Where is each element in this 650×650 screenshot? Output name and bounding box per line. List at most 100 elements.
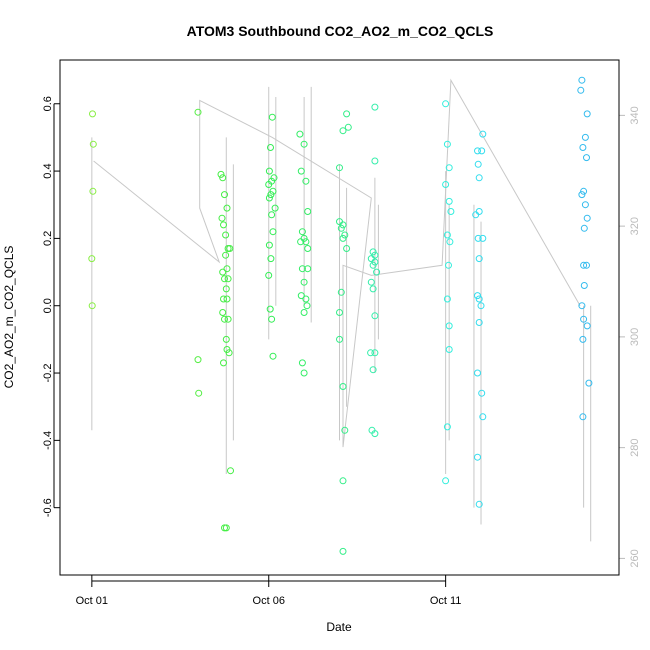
data-point-g4-5 bbox=[298, 228, 306, 236]
data-point-g8-14 bbox=[474, 369, 481, 377]
x-tick-label-0: Oct 01 bbox=[76, 595, 108, 607]
data-point-g2-19 bbox=[224, 315, 232, 323]
data-point-g5-6 bbox=[337, 224, 345, 232]
data-point-g5-16 bbox=[339, 547, 347, 555]
data-point-g3-10 bbox=[268, 211, 276, 219]
data-point-g2-16 bbox=[223, 295, 231, 303]
data-point-g7-0 bbox=[442, 100, 450, 108]
data-point-g8-18 bbox=[475, 500, 483, 508]
data-point-g3-5 bbox=[265, 181, 273, 188]
data-point-g8-17 bbox=[474, 453, 481, 461]
data-point-g5-5 bbox=[339, 221, 347, 229]
data-point-g5-8 bbox=[339, 234, 347, 242]
data-point-g6-6 bbox=[369, 261, 377, 269]
data-point-g8-4 bbox=[475, 174, 483, 182]
data-point-g7-5 bbox=[447, 208, 455, 215]
data-point-g4-9 bbox=[304, 245, 312, 252]
data-point-g5-9 bbox=[343, 245, 351, 252]
data-point-g0-2 bbox=[89, 187, 97, 195]
data-point-g3-11 bbox=[269, 228, 277, 236]
data-point-g8-7 bbox=[474, 234, 482, 242]
data-point-g9-4 bbox=[579, 144, 587, 151]
data-point-g8-8 bbox=[479, 234, 487, 242]
y-tick-label-6: 0.6 bbox=[42, 96, 54, 111]
data-point-g1-2 bbox=[195, 389, 203, 397]
data-point-g4-13 bbox=[297, 292, 305, 300]
data-point-g3-15 bbox=[266, 305, 274, 313]
data-point-g2-2 bbox=[221, 191, 228, 199]
data-point-g4-10 bbox=[298, 265, 306, 273]
data-point-g4-0 bbox=[296, 130, 304, 138]
data-point-g7-7 bbox=[446, 238, 454, 246]
data-point-g2-26 bbox=[222, 524, 230, 532]
data-point-g4-4 bbox=[304, 208, 312, 215]
data-point-g2-6 bbox=[222, 231, 230, 239]
data-point-g3-16 bbox=[268, 315, 276, 323]
y-tick-label-2: -0.2 bbox=[42, 364, 54, 383]
data-point-g9-18 bbox=[585, 379, 593, 387]
data-point-g2-23 bbox=[220, 359, 227, 367]
data-point-g8-13 bbox=[475, 319, 483, 326]
data-point-g8-2 bbox=[478, 147, 486, 155]
data-point-g6-12 bbox=[371, 349, 379, 357]
data-point-g5-2 bbox=[344, 123, 352, 131]
data-point-g3-12 bbox=[265, 241, 273, 249]
data-point-g8-11 bbox=[475, 295, 483, 303]
data-point-g5-15 bbox=[339, 477, 347, 485]
data-point-g3-17 bbox=[269, 352, 277, 360]
data-point-g5-7 bbox=[341, 231, 349, 239]
x-tick-label-2: Oct 11 bbox=[430, 595, 462, 607]
data-point-g2-10 bbox=[223, 265, 231, 273]
right-tick-label-4: 340 bbox=[629, 106, 641, 124]
data-point-g9-11 bbox=[583, 261, 590, 269]
data-point-g9-5 bbox=[583, 154, 590, 162]
data-point-g8-10 bbox=[474, 292, 481, 300]
data-point-g9-17 bbox=[579, 335, 587, 343]
data-point-g6-15 bbox=[371, 430, 379, 438]
data-point-g9-19 bbox=[579, 413, 587, 421]
data-point-g4-8 bbox=[302, 238, 310, 246]
data-point-g2-14 bbox=[222, 285, 230, 293]
data-point-g3-8 bbox=[265, 194, 273, 202]
data-point-g9-7 bbox=[578, 191, 586, 199]
data-point-g0-3 bbox=[88, 255, 96, 263]
data-point-g9-6 bbox=[580, 187, 588, 195]
data-point-g5-3 bbox=[336, 164, 343, 172]
y-tick-label-4: 0.2 bbox=[42, 231, 54, 246]
data-point-g7-4 bbox=[445, 197, 453, 205]
data-point-g1-0 bbox=[194, 108, 202, 116]
data-point-g2-11 bbox=[219, 268, 227, 276]
data-point-g3-7 bbox=[267, 191, 275, 199]
plot-frame bbox=[59, 59, 620, 576]
data-point-g4-12 bbox=[300, 278, 308, 286]
data-point-g6-13 bbox=[369, 366, 377, 374]
data-point-g8-6 bbox=[472, 211, 480, 219]
data-point-g4-2 bbox=[297, 167, 305, 175]
data-point-g6-9 bbox=[369, 285, 377, 293]
data-point-g7-13 bbox=[442, 477, 450, 485]
axes: -0.6 -0.4 -0.2 0.0 0.2 0.4 0.6 260 280 300 320 340 O… bbox=[42, 96, 641, 607]
data-point-g0-0 bbox=[89, 110, 96, 118]
data-point-g5-11 bbox=[336, 309, 343, 316]
x-tick-label-1: Oct 06 bbox=[253, 595, 285, 607]
data-point-g8-0 bbox=[479, 130, 487, 138]
data-point-g3-9 bbox=[271, 204, 279, 212]
data-point-g4-18 bbox=[300, 369, 308, 377]
data-point-g2-1 bbox=[219, 174, 227, 182]
data-point-g3-0 bbox=[268, 113, 276, 121]
data-point-g6-2 bbox=[369, 248, 377, 256]
data-point-g8-1 bbox=[474, 147, 481, 155]
data-point-g8-3 bbox=[474, 160, 482, 168]
data-point-g3-2 bbox=[265, 167, 273, 175]
data-point-g5-13 bbox=[339, 383, 347, 390]
data-point-g4-1 bbox=[300, 140, 308, 148]
data-point-g3-13 bbox=[267, 255, 275, 263]
data-point-g6-7 bbox=[373, 268, 381, 276]
data-point-g9-16 bbox=[583, 322, 591, 330]
data-point-g6-0 bbox=[371, 103, 379, 111]
data-point-g9-10 bbox=[580, 224, 588, 232]
data-point-g8-16 bbox=[479, 413, 487, 421]
data-point-g6-8 bbox=[367, 278, 375, 286]
data-point-g0-1 bbox=[89, 140, 97, 148]
y-tick-label-1: -0.4 bbox=[42, 431, 54, 450]
